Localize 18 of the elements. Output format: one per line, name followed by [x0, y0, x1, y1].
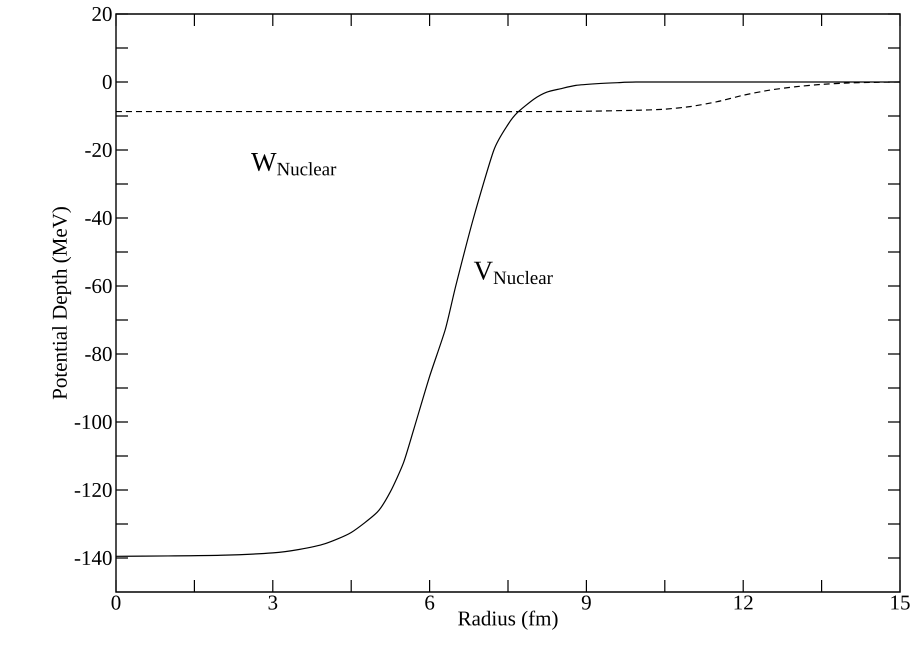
y-tick-label: 20 [92, 6, 112, 22]
y-tick-label: -60 [85, 278, 112, 294]
y-tick-label: -140 [74, 550, 112, 566]
y-tick-label: -80 [85, 346, 112, 362]
y-tick-label: 0 [102, 74, 112, 90]
annotation: V$_{Nuclear}$ [474, 262, 553, 284]
x-tick-label: 9 [582, 596, 591, 610]
x-tick-label: 12 [734, 596, 753, 610]
y-tick-label: -100 [74, 414, 112, 430]
y-axis-title: Potential Depth (MeV) [52, 207, 72, 400]
x-tick-label: 3 [268, 596, 278, 610]
annotation: W$_{Nuclear}$ [251, 153, 336, 176]
y-tick-label: -120 [74, 482, 112, 498]
y-tick-label: -40 [85, 210, 112, 226]
x-tick-label: 6 [425, 596, 434, 610]
x-axis-title: Radius (fm) [458, 610, 558, 630]
x-tick-label: 15 [891, 596, 910, 610]
y-tick-label: -20 [85, 142, 112, 158]
